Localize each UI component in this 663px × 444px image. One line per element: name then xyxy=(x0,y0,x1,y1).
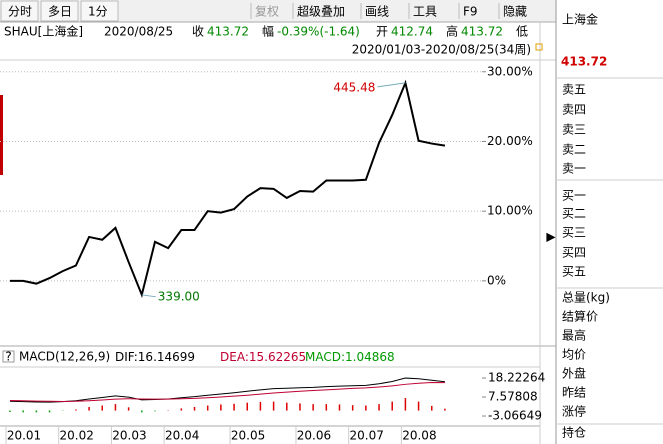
toolbar-button[interactable]: 画线 xyxy=(365,5,389,19)
marker xyxy=(0,95,3,175)
x-tick-label: 20.04 xyxy=(165,429,199,443)
x-tick-label: 20.08 xyxy=(402,429,436,443)
toolbar-bg xyxy=(0,0,556,22)
y-tick-label: -3.06649 xyxy=(488,409,542,423)
sidebar-sell: 卖四 xyxy=(562,103,586,117)
quote-label: 高 xyxy=(446,24,458,39)
tab-label: 分时 xyxy=(8,5,32,19)
legend-value: 16.14699 xyxy=(138,350,195,364)
tab[interactable] xyxy=(80,0,119,22)
range: 2020/01/03-2020/08/25(34周) xyxy=(352,43,531,57)
annotation-line xyxy=(377,82,406,88)
x-tick-label: 20.06 xyxy=(297,429,331,443)
tab-label: 多日 xyxy=(48,5,72,19)
quote-label: 幅 xyxy=(262,24,274,39)
toolbar-button[interactable]: 复权 xyxy=(255,5,279,19)
macd-title: MACD(12,26,9) xyxy=(19,350,110,364)
quote-value: 413.72 xyxy=(461,25,503,39)
macd-line xyxy=(9,377,445,403)
sidebar-buy: 买五 xyxy=(562,265,586,279)
toolbar-button[interactable]: 超级叠加 xyxy=(297,4,345,19)
legend-name: DEA: xyxy=(220,350,249,364)
quote-value: -0.39%(-1.64) xyxy=(277,25,360,39)
x-tick-label: 20.01 xyxy=(7,429,41,443)
sidebar-buy: 买三 xyxy=(562,226,586,240)
annotation-line xyxy=(141,294,156,298)
sidebar-name: 上海金 xyxy=(562,12,598,27)
sidebar-stats: 总量(kg) xyxy=(562,291,610,305)
help-box[interactable] xyxy=(2,350,15,363)
quote-value: 412.74 xyxy=(391,25,433,39)
sidebar-sell: 卖五 xyxy=(562,83,586,97)
lock-icon[interactable] xyxy=(535,43,543,51)
sidebar-sell: 卖二 xyxy=(562,143,586,157)
date: 2020/08/25 xyxy=(104,25,173,39)
legend-entry: DEA:15.62265 xyxy=(220,350,306,364)
collapse-arrow[interactable]: ▶ xyxy=(546,230,556,244)
tab[interactable] xyxy=(0,0,39,22)
toolbar-button[interactable]: 隐藏 xyxy=(503,5,527,19)
sidebar-stats: 均价 xyxy=(562,348,586,362)
x-tick-label: 20.03 xyxy=(112,429,146,443)
sidebar-sell: 卖一 xyxy=(562,162,586,176)
toolbar-button[interactable]: F9 xyxy=(463,5,478,19)
help-icon: ? xyxy=(5,350,11,364)
x-tick-label: 20.07 xyxy=(350,429,384,443)
sidebar-buy: 买四 xyxy=(562,246,586,260)
annotation: 339.00 xyxy=(158,289,200,303)
legend-name: DIF: xyxy=(115,350,138,364)
sidebar-stats: 最高 xyxy=(562,328,586,343)
quote-value: 413.72 xyxy=(207,25,249,39)
sidebar-buy: 买一 xyxy=(562,189,586,203)
legend-entry: DIF:16.14699 xyxy=(115,350,195,364)
x-tick-label: 20.02 xyxy=(60,429,94,443)
quote-label: 低 xyxy=(516,25,528,39)
sidebar-footer: 持仓 xyxy=(562,425,586,440)
tab-label: 1分 xyxy=(88,5,108,19)
y-tick-label: 18.22264 xyxy=(488,371,545,385)
sidebar-buy: 买二 xyxy=(562,207,586,221)
legend-value: 1.04868 xyxy=(345,350,395,364)
sidebar-price: 413.72 xyxy=(561,55,607,69)
legend-value: 15.62265 xyxy=(249,350,306,364)
legend-entry: MACD:1.04868 xyxy=(305,350,395,364)
x-tick-label: 20.05 xyxy=(231,429,265,443)
y-tick-label: 0% xyxy=(487,273,506,287)
macd-line xyxy=(9,382,445,402)
y-tick-label: 10.00% xyxy=(487,204,533,218)
annotation: 445.48 xyxy=(333,80,375,94)
y-tick-label: 7.57808 xyxy=(488,390,538,404)
sidebar-stats: 外盘 xyxy=(562,366,586,381)
quote-label: 开 xyxy=(376,25,388,39)
legend-name: MACD: xyxy=(305,350,345,364)
sidebar: 上海金 413.72 持仓 卖五卖四卖三卖二卖一买一买二买三买四买五总量(kg)… xyxy=(556,12,663,440)
sidebar-stats: 昨结 xyxy=(562,386,586,400)
symbol: SHAU[上海金] xyxy=(4,24,83,39)
toolbar-button[interactable]: 工具 xyxy=(413,5,437,19)
y-tick-label: 30.00% xyxy=(487,64,533,78)
sidebar-stats: 涨停 xyxy=(562,404,586,419)
quote-label: 收 xyxy=(192,25,204,39)
y-tick-label: 20.00% xyxy=(487,134,533,148)
tab[interactable] xyxy=(40,0,79,22)
price-line xyxy=(10,79,446,299)
sidebar-stats: 结算价 xyxy=(562,309,598,324)
sidebar-sell: 卖三 xyxy=(562,123,586,137)
